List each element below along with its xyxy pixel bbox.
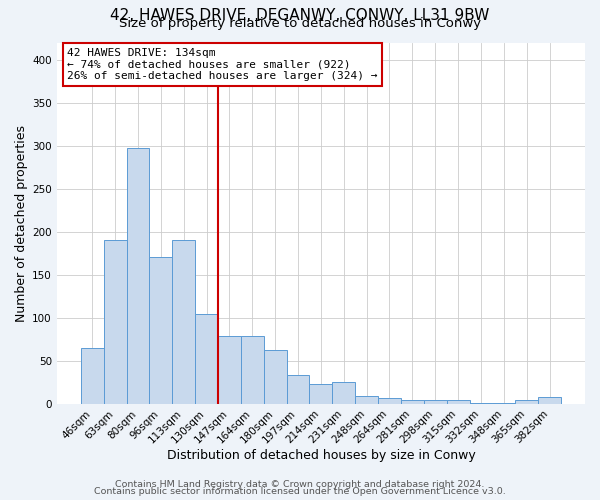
Bar bbox=[310, 384, 332, 404]
Text: 42, HAWES DRIVE, DEGANWY, CONWY, LL31 9BW: 42, HAWES DRIVE, DEGANWY, CONWY, LL31 9B… bbox=[110, 8, 490, 22]
Text: Contains public sector information licensed under the Open Government Licence v3: Contains public sector information licen… bbox=[94, 487, 506, 496]
Bar bbox=[172, 240, 195, 404]
Bar bbox=[218, 336, 241, 404]
Bar bbox=[470, 403, 493, 404]
Text: Size of property relative to detached houses in Conwy: Size of property relative to detached ho… bbox=[119, 18, 481, 30]
Bar bbox=[241, 336, 264, 404]
Bar bbox=[538, 396, 561, 404]
Bar bbox=[81, 348, 104, 404]
X-axis label: Distribution of detached houses by size in Conwy: Distribution of detached houses by size … bbox=[167, 450, 475, 462]
Bar bbox=[287, 375, 310, 404]
Y-axis label: Number of detached properties: Number of detached properties bbox=[15, 124, 28, 322]
Bar bbox=[401, 400, 424, 404]
Bar bbox=[149, 256, 172, 404]
Bar bbox=[493, 403, 515, 404]
Bar bbox=[127, 148, 149, 404]
Bar bbox=[195, 314, 218, 404]
Bar bbox=[264, 350, 287, 404]
Bar bbox=[104, 240, 127, 404]
Bar bbox=[515, 400, 538, 404]
Bar bbox=[424, 400, 446, 404]
Text: 42 HAWES DRIVE: 134sqm
← 74% of detached houses are smaller (922)
26% of semi-de: 42 HAWES DRIVE: 134sqm ← 74% of detached… bbox=[67, 48, 378, 81]
Bar bbox=[378, 398, 401, 404]
Bar bbox=[355, 396, 378, 404]
Text: Contains HM Land Registry data © Crown copyright and database right 2024.: Contains HM Land Registry data © Crown c… bbox=[115, 480, 485, 489]
Bar bbox=[446, 400, 470, 404]
Bar bbox=[332, 382, 355, 404]
